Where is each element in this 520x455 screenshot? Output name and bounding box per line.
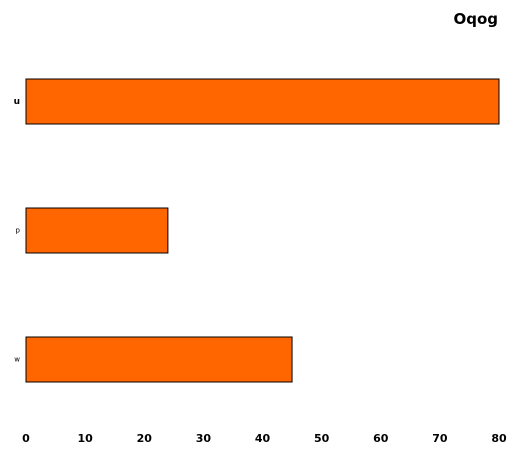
- x-tick-label-10: 10: [77, 432, 93, 445]
- bar-u: [25, 78, 500, 125]
- bar-w: [25, 336, 293, 383]
- x-tick-label-60: 60: [373, 432, 389, 445]
- x-tick-label-70: 70: [432, 432, 448, 445]
- x-tick-label-40: 40: [255, 432, 271, 445]
- x-tick-label-30: 30: [196, 432, 212, 445]
- x-tick-label-0: 0: [22, 432, 30, 445]
- category-label-w: w: [14, 356, 20, 364]
- x-tick-label-20: 20: [137, 432, 153, 445]
- category-label-p: p: [16, 227, 21, 235]
- bars-group: [25, 78, 500, 383]
- x-tick-labels-group: 0 10 20 30 40 50 60 70 80: [22, 432, 507, 445]
- category-labels-group: u p w: [14, 97, 21, 364]
- chart-title: Oqog: [453, 10, 498, 28]
- category-label-u: u: [14, 97, 20, 107]
- x-tick-label-50: 50: [314, 432, 330, 445]
- bar-p: [25, 207, 169, 254]
- x-tick-label-80: 80: [491, 432, 507, 445]
